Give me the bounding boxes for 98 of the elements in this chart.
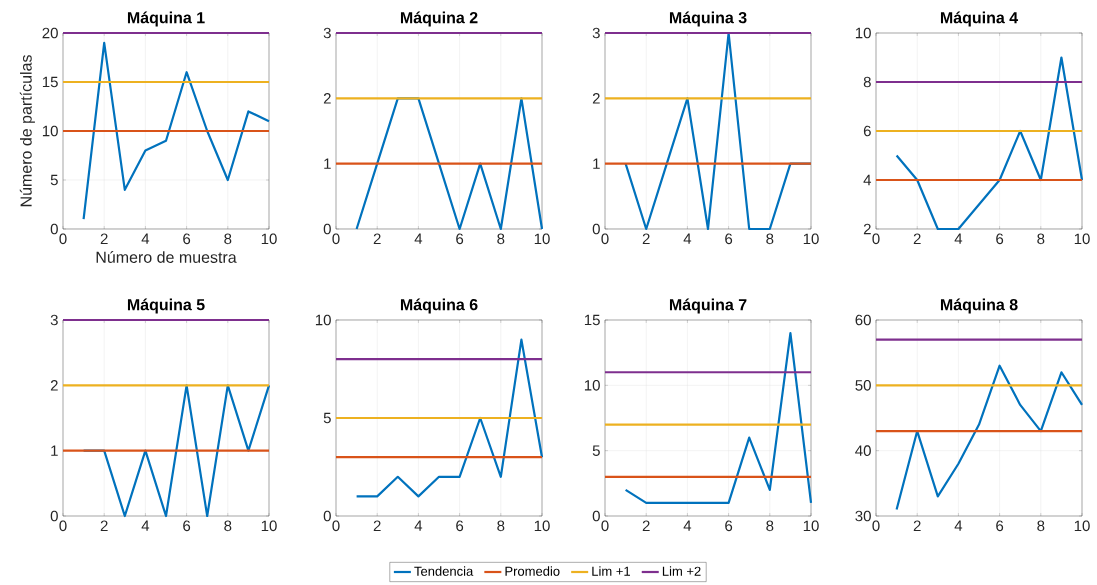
x-tick-label: 0 bbox=[332, 520, 340, 532]
x-tick-label: 4 bbox=[141, 520, 150, 531]
x-tick-label: 4 bbox=[683, 520, 692, 531]
y-tick-label: 0 bbox=[592, 223, 600, 235]
x-tick-label: 8 bbox=[497, 520, 505, 532]
chart-title: Máquina 4 bbox=[940, 11, 1019, 27]
legend-label: Lim +2 bbox=[662, 566, 701, 576]
y-tick-label: 5 bbox=[592, 445, 600, 456]
chart-title: Máquina 7 bbox=[669, 298, 747, 314]
line-series bbox=[895, 364, 1084, 511]
y-tick-label: 3 bbox=[50, 314, 58, 326]
y-tick-label: 1 bbox=[324, 158, 331, 169]
y-axis-title: Número de partículas bbox=[19, 55, 35, 207]
x-tick-label: 6 bbox=[456, 233, 464, 245]
x-tick-label: 6 bbox=[183, 233, 191, 245]
x-tick-label: 0 bbox=[601, 520, 609, 532]
x-tick-label: 2 bbox=[642, 520, 650, 532]
chart-title: Máquina 8 bbox=[940, 298, 1018, 314]
x-tick-label: 6 bbox=[183, 520, 191, 532]
x-tick-label: 4 bbox=[954, 520, 963, 531]
y-tick-label: 3 bbox=[323, 27, 331, 39]
x-tick-label: 6 bbox=[996, 520, 1004, 532]
x-tick-label: 4 bbox=[414, 520, 423, 531]
legend-label: Promedio bbox=[505, 566, 560, 576]
x-tick-label: 10 bbox=[261, 520, 277, 532]
y-tick-label: 60 bbox=[855, 314, 871, 326]
y-tick-label: 0 bbox=[50, 223, 58, 235]
y-tick-label: 3 bbox=[592, 27, 600, 39]
x-tick-label: 8 bbox=[224, 520, 232, 532]
x-tick-label: 6 bbox=[725, 233, 733, 245]
y-tick-label: 1 bbox=[51, 445, 58, 456]
y-tick-label: 2 bbox=[592, 93, 600, 104]
y-tick-label: 5 bbox=[323, 412, 331, 424]
x-tick-label: 0 bbox=[872, 233, 880, 245]
x-tick-label: 0 bbox=[872, 520, 880, 532]
chart-title: Máquina 3 bbox=[669, 11, 747, 27]
x-tick-label: 10 bbox=[1074, 233, 1090, 245]
y-tick-label: 0 bbox=[323, 510, 331, 522]
x-tick-label: 8 bbox=[766, 233, 774, 245]
x-tick-label: 6 bbox=[996, 233, 1004, 245]
y-tick-label: 50 bbox=[855, 380, 871, 391]
x-tick-label: 10 bbox=[261, 233, 277, 245]
x-tick-label: 4 bbox=[954, 233, 963, 244]
x-tick-label: 10 bbox=[803, 233, 819, 245]
y-tick-label: 20 bbox=[42, 27, 58, 39]
x-tick-label: 2 bbox=[913, 233, 921, 244]
y-tick-label: 15 bbox=[42, 76, 58, 88]
y-tick-label: 2 bbox=[323, 93, 331, 104]
y-tick-label: 15 bbox=[584, 314, 600, 326]
x-tick-label: 4 bbox=[414, 233, 423, 244]
y-tick-label: 2 bbox=[50, 380, 58, 391]
x-tick-label: 2 bbox=[642, 233, 650, 244]
x-tick-label: 4 bbox=[141, 233, 150, 244]
chart-title: Máquina 6 bbox=[400, 298, 478, 314]
x-tick-label: 6 bbox=[725, 520, 733, 532]
x-tick-label: 8 bbox=[1037, 233, 1045, 245]
x-tick-label: 8 bbox=[224, 233, 232, 245]
x-tick-label: 10 bbox=[534, 520, 550, 532]
x-tick-label: 2 bbox=[100, 520, 108, 532]
y-tick-label: 2 bbox=[863, 223, 871, 235]
chart-title: Máquina 1 bbox=[127, 11, 205, 27]
x-tick-label: 8 bbox=[497, 233, 505, 245]
x-tick-label: 8 bbox=[766, 520, 774, 532]
line-series bbox=[82, 41, 271, 221]
x-tick-label: 10 bbox=[1074, 520, 1090, 532]
y-tick-label: 10 bbox=[42, 125, 58, 137]
x-tick-label: 2 bbox=[100, 233, 108, 244]
y-tick-label: 30 bbox=[855, 510, 871, 522]
x-tick-label: 0 bbox=[332, 233, 340, 245]
y-tick-label: 0 bbox=[592, 510, 600, 522]
x-tick-label: 6 bbox=[456, 520, 464, 532]
x-tick-label: 0 bbox=[59, 233, 67, 245]
y-tick-label: 10 bbox=[315, 314, 331, 326]
x-tick-label: 8 bbox=[1037, 520, 1045, 532]
y-tick-label: 5 bbox=[50, 174, 58, 186]
x-tick-label: 0 bbox=[59, 520, 67, 532]
x-tick-label: 2 bbox=[373, 520, 381, 532]
y-tick-label: 0 bbox=[323, 223, 331, 235]
chart-title: Máquina 2 bbox=[400, 11, 478, 27]
legend-label: Lim +1 bbox=[592, 566, 630, 576]
y-tick-label: 10 bbox=[855, 27, 871, 39]
y-tick-label: 1 bbox=[593, 158, 600, 169]
x-tick-label: 4 bbox=[683, 233, 692, 244]
x-tick-label: 10 bbox=[534, 233, 550, 245]
y-tick-label: 0 bbox=[50, 510, 58, 522]
x-tick-label: 0 bbox=[601, 233, 609, 245]
x-axis-title: Número de muestra bbox=[96, 251, 237, 263]
x-tick-label: 2 bbox=[913, 520, 921, 532]
line-series bbox=[355, 338, 544, 498]
y-tick-label: 6 bbox=[863, 125, 871, 137]
y-tick-label: 8 bbox=[863, 76, 871, 88]
x-tick-label: 10 bbox=[803, 520, 819, 532]
legend-label: Tendencia bbox=[414, 566, 474, 576]
y-tick-label: 40 bbox=[855, 445, 871, 456]
y-tick-label: 4 bbox=[863, 174, 872, 186]
chart-title: Máquina 5 bbox=[127, 298, 205, 314]
x-tick-label: 2 bbox=[373, 233, 381, 244]
y-tick-label: 10 bbox=[584, 380, 600, 391]
